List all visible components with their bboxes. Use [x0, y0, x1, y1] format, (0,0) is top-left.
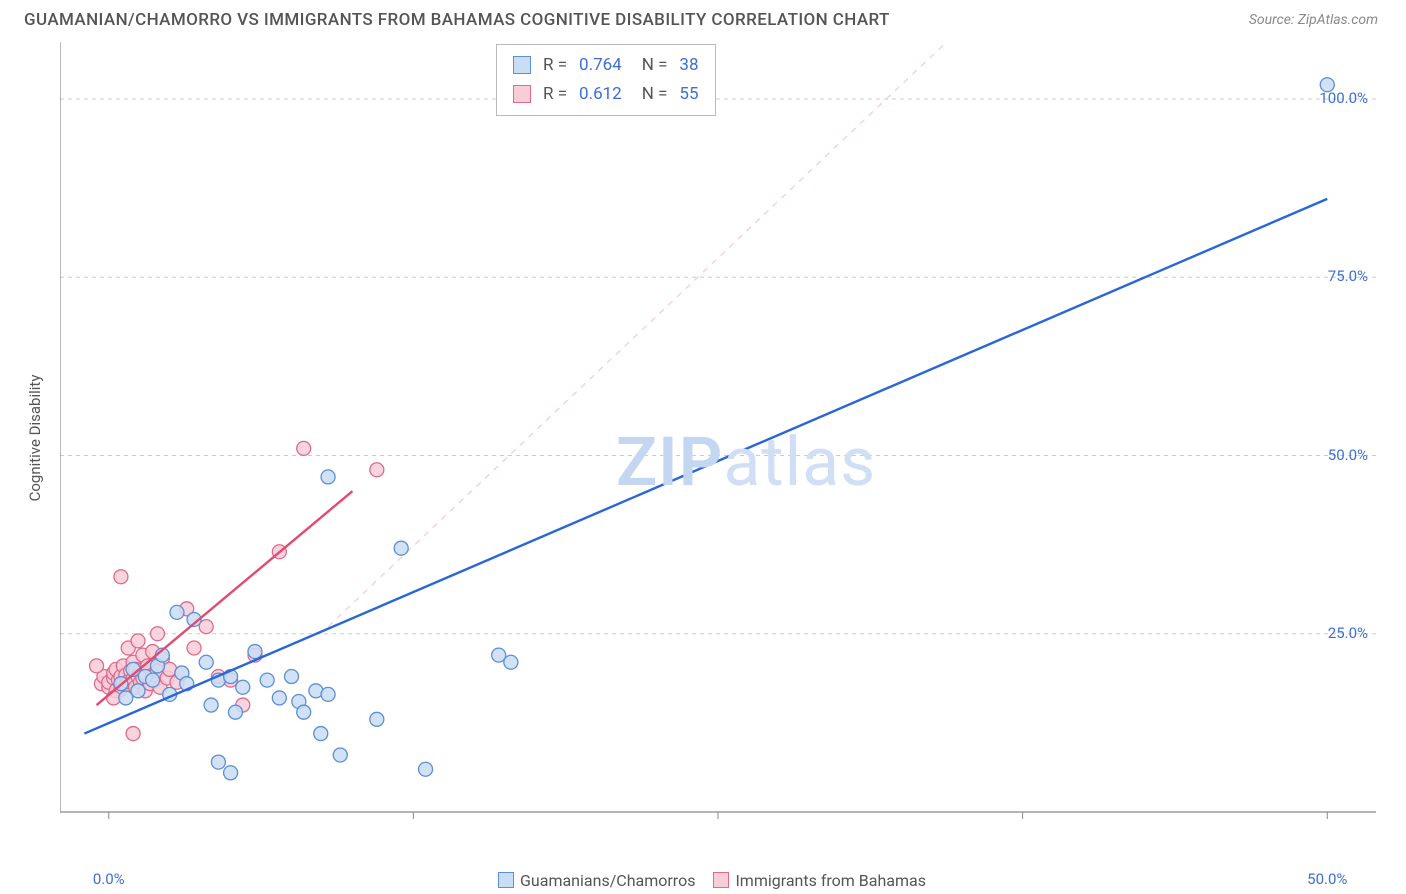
- stats-r-label: R =: [543, 51, 567, 80]
- y-tick-label: 100.0%: [1319, 89, 1368, 107]
- stats-swatch: [513, 85, 531, 103]
- stats-r-value: 0.764: [579, 51, 622, 80]
- y-axis-label: Cognitive Disability: [26, 375, 44, 502]
- y-tick-label: 50.0%: [1328, 446, 1368, 464]
- legend-swatch: [713, 872, 729, 888]
- scatter-plot: [60, 42, 1376, 834]
- series-legend: Guamanians/Chamorros Immigrants from Baha…: [0, 871, 1406, 890]
- legend-label: Immigrants from Bahamas: [735, 871, 926, 890]
- stats-n-value: 55: [679, 80, 698, 109]
- stats-r-label: R =: [543, 80, 567, 109]
- legend-label: Guamanians/Chamorros: [520, 871, 695, 890]
- legend-swatch: [498, 872, 514, 888]
- chart-area: Cognitive Disability 25.0%50.0%75.0%100.…: [46, 42, 1376, 834]
- stats-n-label: N =: [642, 51, 668, 80]
- y-tick-label: 75.0%: [1328, 267, 1368, 285]
- y-tick-label: 25.0%: [1328, 624, 1368, 642]
- stats-n-label: N =: [642, 80, 668, 109]
- stats-swatch: [513, 56, 531, 74]
- stats-n-value: 38: [679, 51, 698, 80]
- source-attribution: Source: ZipAtlas.com: [1249, 12, 1378, 28]
- chart-title: GUAMANIAN/CHAMORRO VS IMMIGRANTS FROM BA…: [24, 10, 890, 30]
- stats-r-value: 0.612: [579, 80, 622, 109]
- stats-row: R = 0.764 N = 38: [513, 51, 699, 80]
- stats-row: R = 0.612 N = 55: [513, 80, 699, 109]
- y-tick-labels: 25.0% 50.0% 75.0% 100.0%: [1298, 42, 1378, 834]
- chart-header: GUAMANIAN/CHAMORRO VS IMMIGRANTS FROM BA…: [0, 0, 1406, 36]
- correlation-stats-box: R = 0.764 N = 38 R = 0.612 N = 55: [496, 44, 716, 116]
